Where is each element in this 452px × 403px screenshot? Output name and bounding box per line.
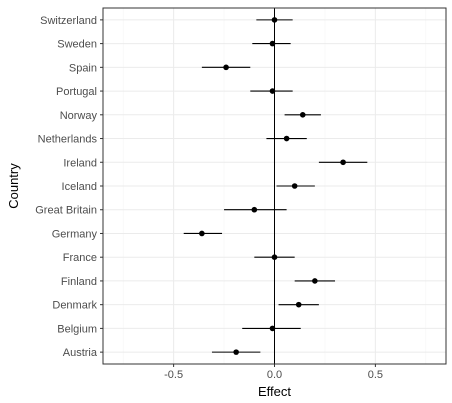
series-layer bbox=[183, 17, 368, 355]
data-point bbox=[233, 349, 239, 355]
y-tick-label: Sweden bbox=[57, 39, 97, 51]
data-point bbox=[340, 159, 346, 166]
data-point bbox=[295, 301, 302, 308]
x-axis-title: Effect bbox=[258, 384, 291, 399]
data-point bbox=[199, 230, 205, 237]
y-tick-label: Denmark bbox=[52, 300, 97, 312]
data-point bbox=[251, 206, 258, 213]
x-tick-label: 0.0 bbox=[267, 369, 282, 381]
y-tick-label: Ireland bbox=[63, 157, 97, 169]
data-point bbox=[271, 17, 278, 23]
y-tick-label: Norway bbox=[60, 110, 98, 122]
x-tick-label: 0.5 bbox=[368, 369, 383, 381]
data-point bbox=[223, 64, 229, 71]
y-tick-label: Netherlands bbox=[38, 134, 98, 146]
data-point bbox=[312, 278, 318, 284]
y-tick-label: Finland bbox=[61, 276, 97, 288]
y-tick-label: Belgium bbox=[57, 323, 97, 335]
data-point bbox=[269, 40, 276, 47]
y-tick-label: Great Britain bbox=[35, 205, 97, 217]
y-tick-label: Spain bbox=[69, 62, 97, 74]
y-axis-title: Country bbox=[6, 163, 21, 209]
y-tick-labels: Switzerland Sweden Spain Portugal Norway Neth… bbox=[35, 15, 103, 359]
y-tick-label: France bbox=[63, 252, 97, 264]
y-tick-label: Iceland bbox=[62, 181, 97, 193]
data-point bbox=[299, 112, 306, 118]
data-point bbox=[283, 135, 290, 142]
y-tick-label: Austria bbox=[63, 347, 98, 359]
panel-border bbox=[102, 7, 447, 365]
data-point bbox=[271, 254, 278, 260]
data-point bbox=[269, 88, 276, 94]
y-tick-label: Germany bbox=[52, 228, 98, 240]
data-point bbox=[269, 325, 276, 332]
y-tick-label: Switzerland bbox=[40, 15, 97, 27]
x-tick-label: -0.5 bbox=[164, 369, 183, 381]
data-point bbox=[291, 183, 298, 189]
y-tick-label: Portugal bbox=[56, 86, 97, 98]
x-tick-labels: -0.5 0.0 0.5 bbox=[164, 364, 383, 381]
